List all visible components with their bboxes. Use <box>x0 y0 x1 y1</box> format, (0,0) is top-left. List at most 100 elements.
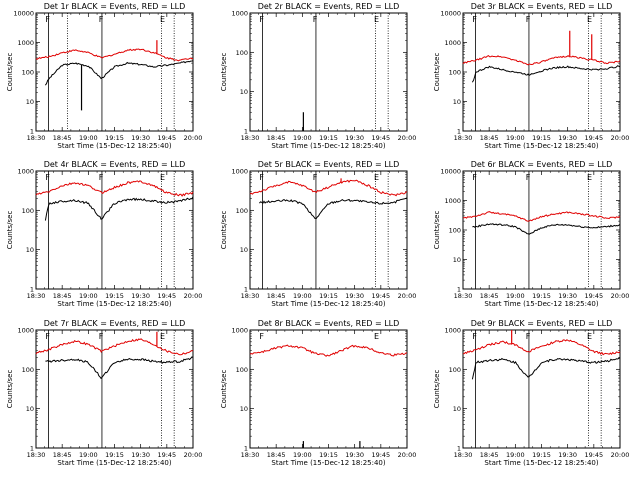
x-tick-label: 19:45 <box>157 451 176 459</box>
series-lld <box>462 30 621 66</box>
x-tick-label: 18:30 <box>27 134 46 142</box>
y-tick-label: 100 <box>236 49 248 57</box>
region-label: F <box>472 15 477 24</box>
x-tick-label: 18:30 <box>454 451 473 459</box>
y-tick-label: 1000 <box>231 168 248 176</box>
y-axis-label: Counts/sec <box>6 53 14 92</box>
x-tick-label: 18:45 <box>267 292 286 300</box>
region-label: E <box>587 173 592 182</box>
series-line-events <box>471 65 621 83</box>
y-tick-label: 1 <box>30 445 34 453</box>
series-events <box>44 196 194 221</box>
y-tick-label: 1000 <box>231 327 248 335</box>
y-tick-label: 1 <box>457 128 461 136</box>
series-line-events <box>472 223 621 235</box>
region-label: E <box>160 332 165 341</box>
region-label: F <box>99 15 104 24</box>
y-tick-label: 100 <box>449 227 461 235</box>
x-axis-label: Start Time (15-Dec-12 18:25:40) <box>271 142 385 150</box>
y-tick-label: 100 <box>449 69 461 77</box>
x-tick-label: 19:30 <box>345 292 364 300</box>
region-label: F <box>526 173 531 182</box>
region-label: E <box>587 15 592 24</box>
series-events <box>471 357 621 380</box>
y-axis-label: Counts/sec <box>220 211 228 250</box>
plot-frame <box>462 329 621 449</box>
x-tick-label: 18:30 <box>27 451 46 459</box>
x-tick-label: 19:15 <box>105 451 124 459</box>
series-line-lld <box>249 344 408 357</box>
x-tick-label: 19:45 <box>371 451 390 459</box>
region-label: F <box>99 332 104 341</box>
x-axis-label: Start Time (15-Dec-12 18:25:40) <box>484 459 598 467</box>
x-tick-label: 20:00 <box>398 451 417 459</box>
x-tick-label: 19:15 <box>532 451 551 459</box>
x-tick-label: 19:00 <box>506 134 525 142</box>
series-events <box>45 356 194 380</box>
series-events <box>472 223 621 235</box>
panel-det4: Det 4r BLACK = Events, RED = LLD 1 10 100 10… <box>6 160 202 308</box>
plot-frame <box>35 170 194 290</box>
y-axis-label: Counts/sec <box>433 53 441 92</box>
x-tick-label: 19:45 <box>157 292 176 300</box>
x-tick-label: 19:45 <box>157 134 176 142</box>
x-tick-label: 20:00 <box>611 451 630 459</box>
x-tick-label: 20:00 <box>611 292 630 300</box>
region-label: E <box>160 173 165 182</box>
x-axis-label: Start Time (15-Dec-12 18:25:40) <box>271 459 385 467</box>
x-tick-label: 19:15 <box>532 134 551 142</box>
x-tick-label: 18:45 <box>480 451 499 459</box>
y-axis-label: Counts/sec <box>6 370 14 409</box>
plot-frame <box>35 329 194 449</box>
x-tick-label: 18:45 <box>480 292 499 300</box>
y-axis-label: Counts/sec <box>433 211 441 250</box>
y-tick-label: 10000 <box>440 10 461 18</box>
x-tick-label: 19:15 <box>105 292 124 300</box>
x-tick-label: 19:15 <box>319 292 338 300</box>
x-tick-label: 19:45 <box>584 451 603 459</box>
y-tick-label: 100 <box>449 366 461 374</box>
series-lld <box>35 40 194 62</box>
x-tick-label: 18:30 <box>27 292 46 300</box>
series-lld <box>462 330 621 356</box>
panel-det7: Det 7r BLACK = Events, RED = LLD 1 10 100 10… <box>6 319 202 467</box>
y-tick-label: 10000 <box>13 10 34 18</box>
panel-title: Det 1r BLACK = Events, RED = LLD <box>44 2 186 11</box>
y-tick-label: 1 <box>30 128 34 136</box>
x-tick-label: 18:45 <box>53 134 72 142</box>
series-lld <box>35 331 194 356</box>
panel-title: Det 8r BLACK = Events, RED = LLD <box>258 319 400 328</box>
series-line-lld <box>462 339 621 356</box>
plot-frame <box>249 170 408 290</box>
x-tick-label: 19:30 <box>131 292 150 300</box>
y-tick-label: 10 <box>26 405 34 413</box>
panel-title: Det 9r BLACK = Events, RED = LLD <box>471 319 613 328</box>
x-tick-label: 18:45 <box>267 134 286 142</box>
plot-frame <box>462 170 621 290</box>
panel-det5: Det 5r BLACK = Events, RED = LLD 1 10 100 10… <box>220 160 416 308</box>
x-tick-label: 19:30 <box>345 134 364 142</box>
plot-frame <box>35 12 194 132</box>
y-tick-label: 100 <box>236 207 248 215</box>
y-tick-label: 1000 <box>231 10 248 18</box>
panel-title: Det 7r BLACK = Events, RED = LLD <box>44 319 186 328</box>
series-events <box>44 60 194 111</box>
x-axis-label: Start Time (15-Dec-12 18:25:40) <box>57 459 171 467</box>
series-events <box>259 197 408 220</box>
panel-det6: Det 6r BLACK = Events, RED = LLD 1 10 100 10… <box>433 160 629 308</box>
x-tick-label: 18:45 <box>480 134 499 142</box>
y-axis-label: Counts/sec <box>220 370 228 409</box>
y-axis-label: Counts/sec <box>6 211 14 250</box>
panel-det2: Det 2r BLACK = Events, RED = LLD 1 10 100 10… <box>220 2 416 150</box>
series-lld <box>249 344 408 357</box>
x-tick-label: 18:30 <box>454 134 473 142</box>
y-tick-label: 100 <box>22 69 34 77</box>
x-axis-label: Start Time (15-Dec-12 18:25:40) <box>484 300 598 308</box>
panel-det3: Det 3r BLACK = Events, RED = LLD 1 10 100 10… <box>433 2 629 150</box>
series-line-lld <box>463 211 621 222</box>
x-tick-label: 20:00 <box>184 292 203 300</box>
y-axis-label: Counts/sec <box>433 370 441 409</box>
y-tick-label: 100 <box>22 207 34 215</box>
y-tick-label: 1000 <box>444 327 461 335</box>
panel-title: Det 2r BLACK = Events, RED = LLD <box>258 2 400 11</box>
